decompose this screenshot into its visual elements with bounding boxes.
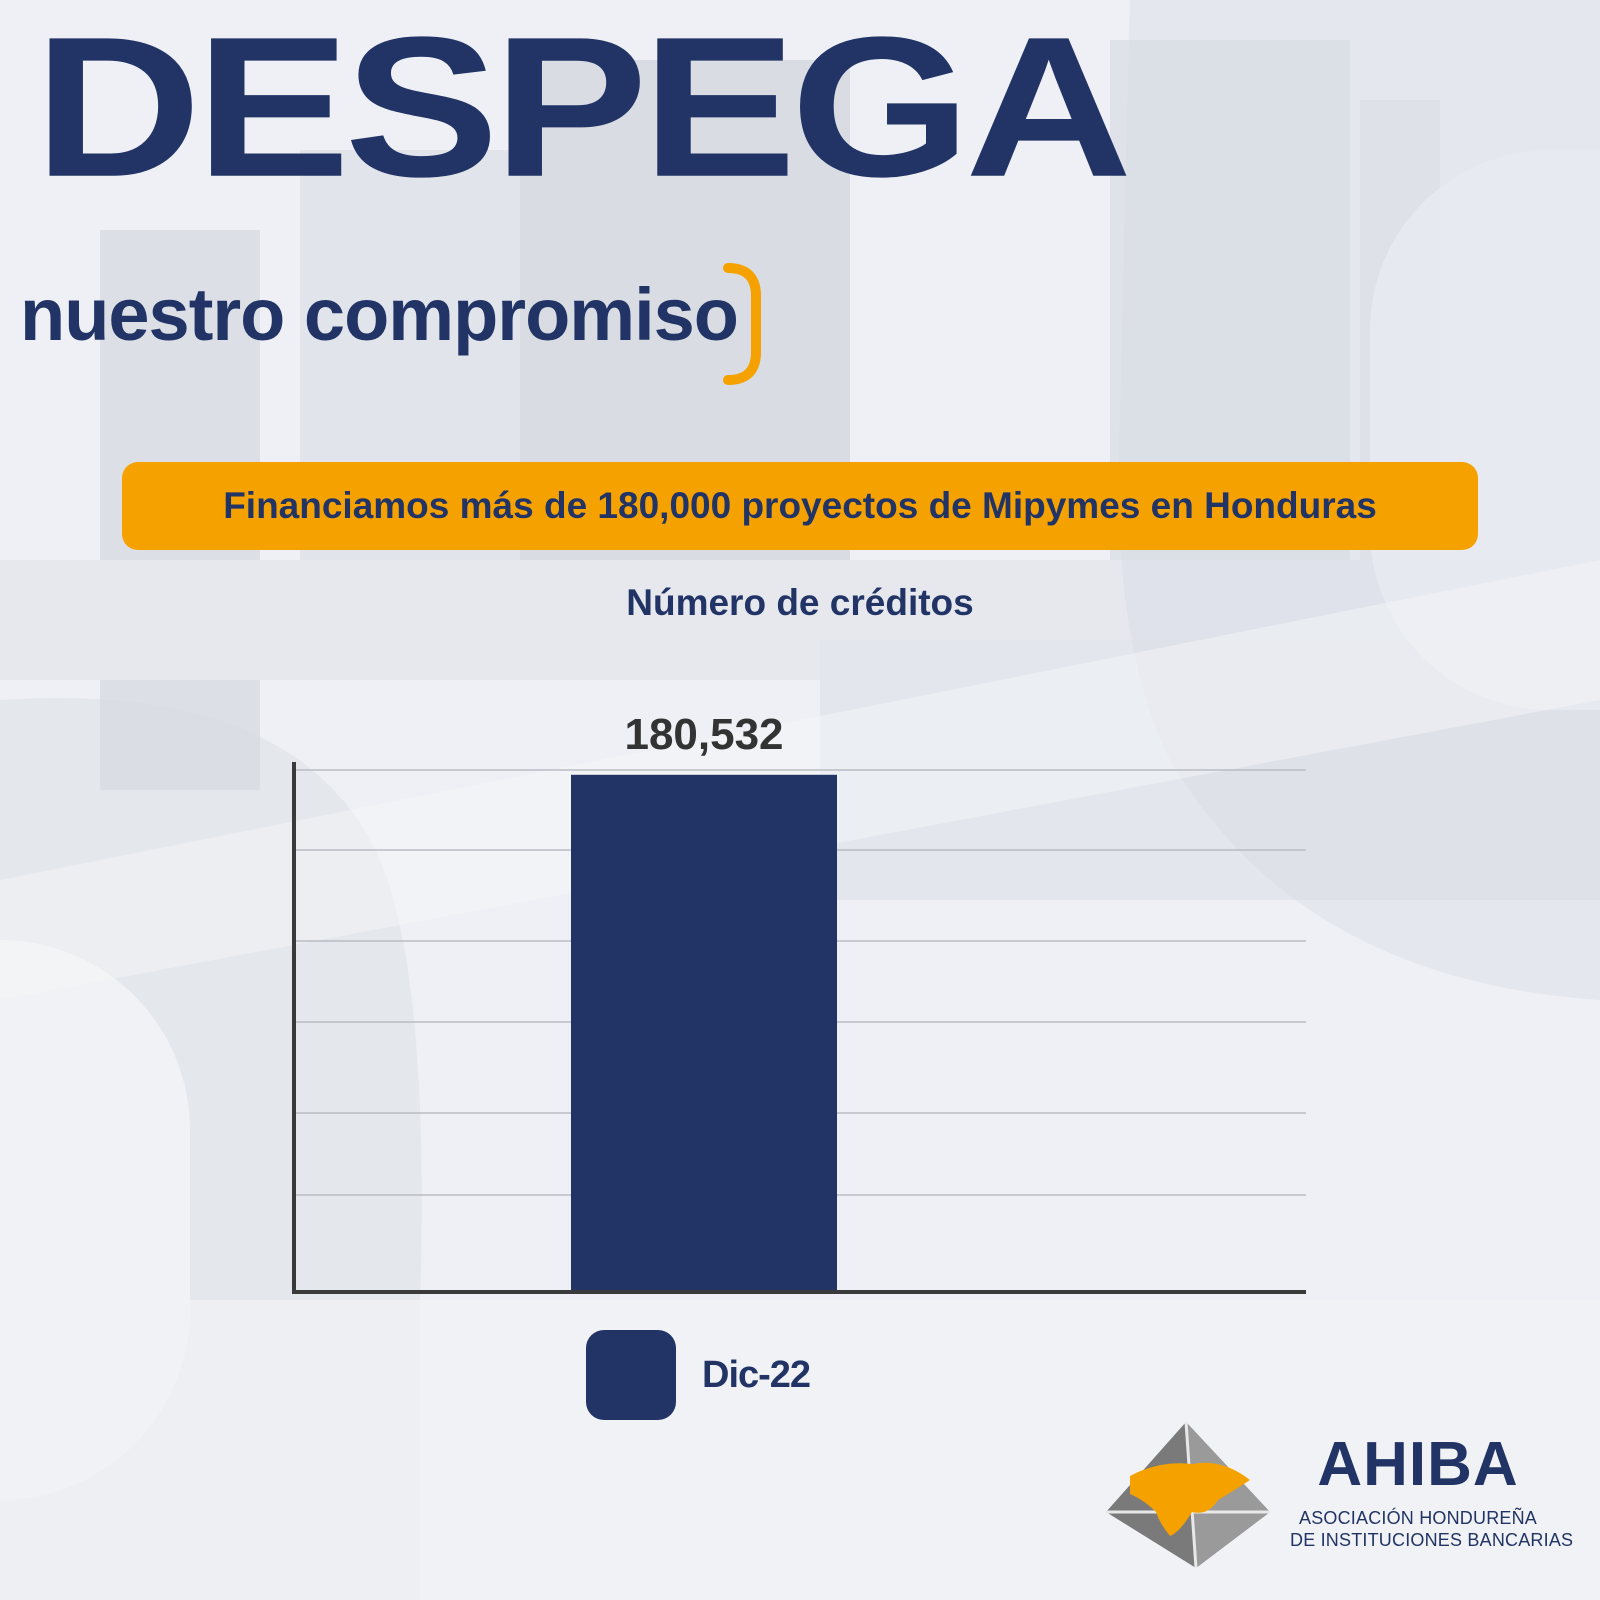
- headline-banner: Financiamos más de 180,000 proyectos de …: [122, 462, 1478, 550]
- ahiba-logo-icon: [1106, 1421, 1270, 1569]
- legend-swatch: [586, 1330, 676, 1420]
- bars: [571, 774, 837, 1292]
- logo-name: AHIBA: [1317, 1430, 1519, 1499]
- chart-legend: Dic-22: [586, 1330, 811, 1420]
- headline: DESPEGA: [34, 0, 1133, 219]
- legend-label: Dic-22: [702, 1353, 811, 1396]
- chart-title: Número de créditos: [626, 582, 974, 623]
- logo-tagline-line1: ASOCIACIÓN HONDUREÑA: [1298, 1508, 1538, 1528]
- data-label-dic-22: 180,532: [624, 710, 783, 759]
- logo-tagline-line2: DE INSTITUCIONES BANCARIAS: [1290, 1530, 1574, 1550]
- banner-text: Financiamos más de 180,000 proyectos de …: [223, 485, 1377, 526]
- data-labels: 180,532: [624, 710, 783, 759]
- closing-bracket-icon: [723, 263, 761, 385]
- bar-dic-22: [571, 774, 837, 1292]
- subheadline: nuestro compromiso: [20, 273, 739, 356]
